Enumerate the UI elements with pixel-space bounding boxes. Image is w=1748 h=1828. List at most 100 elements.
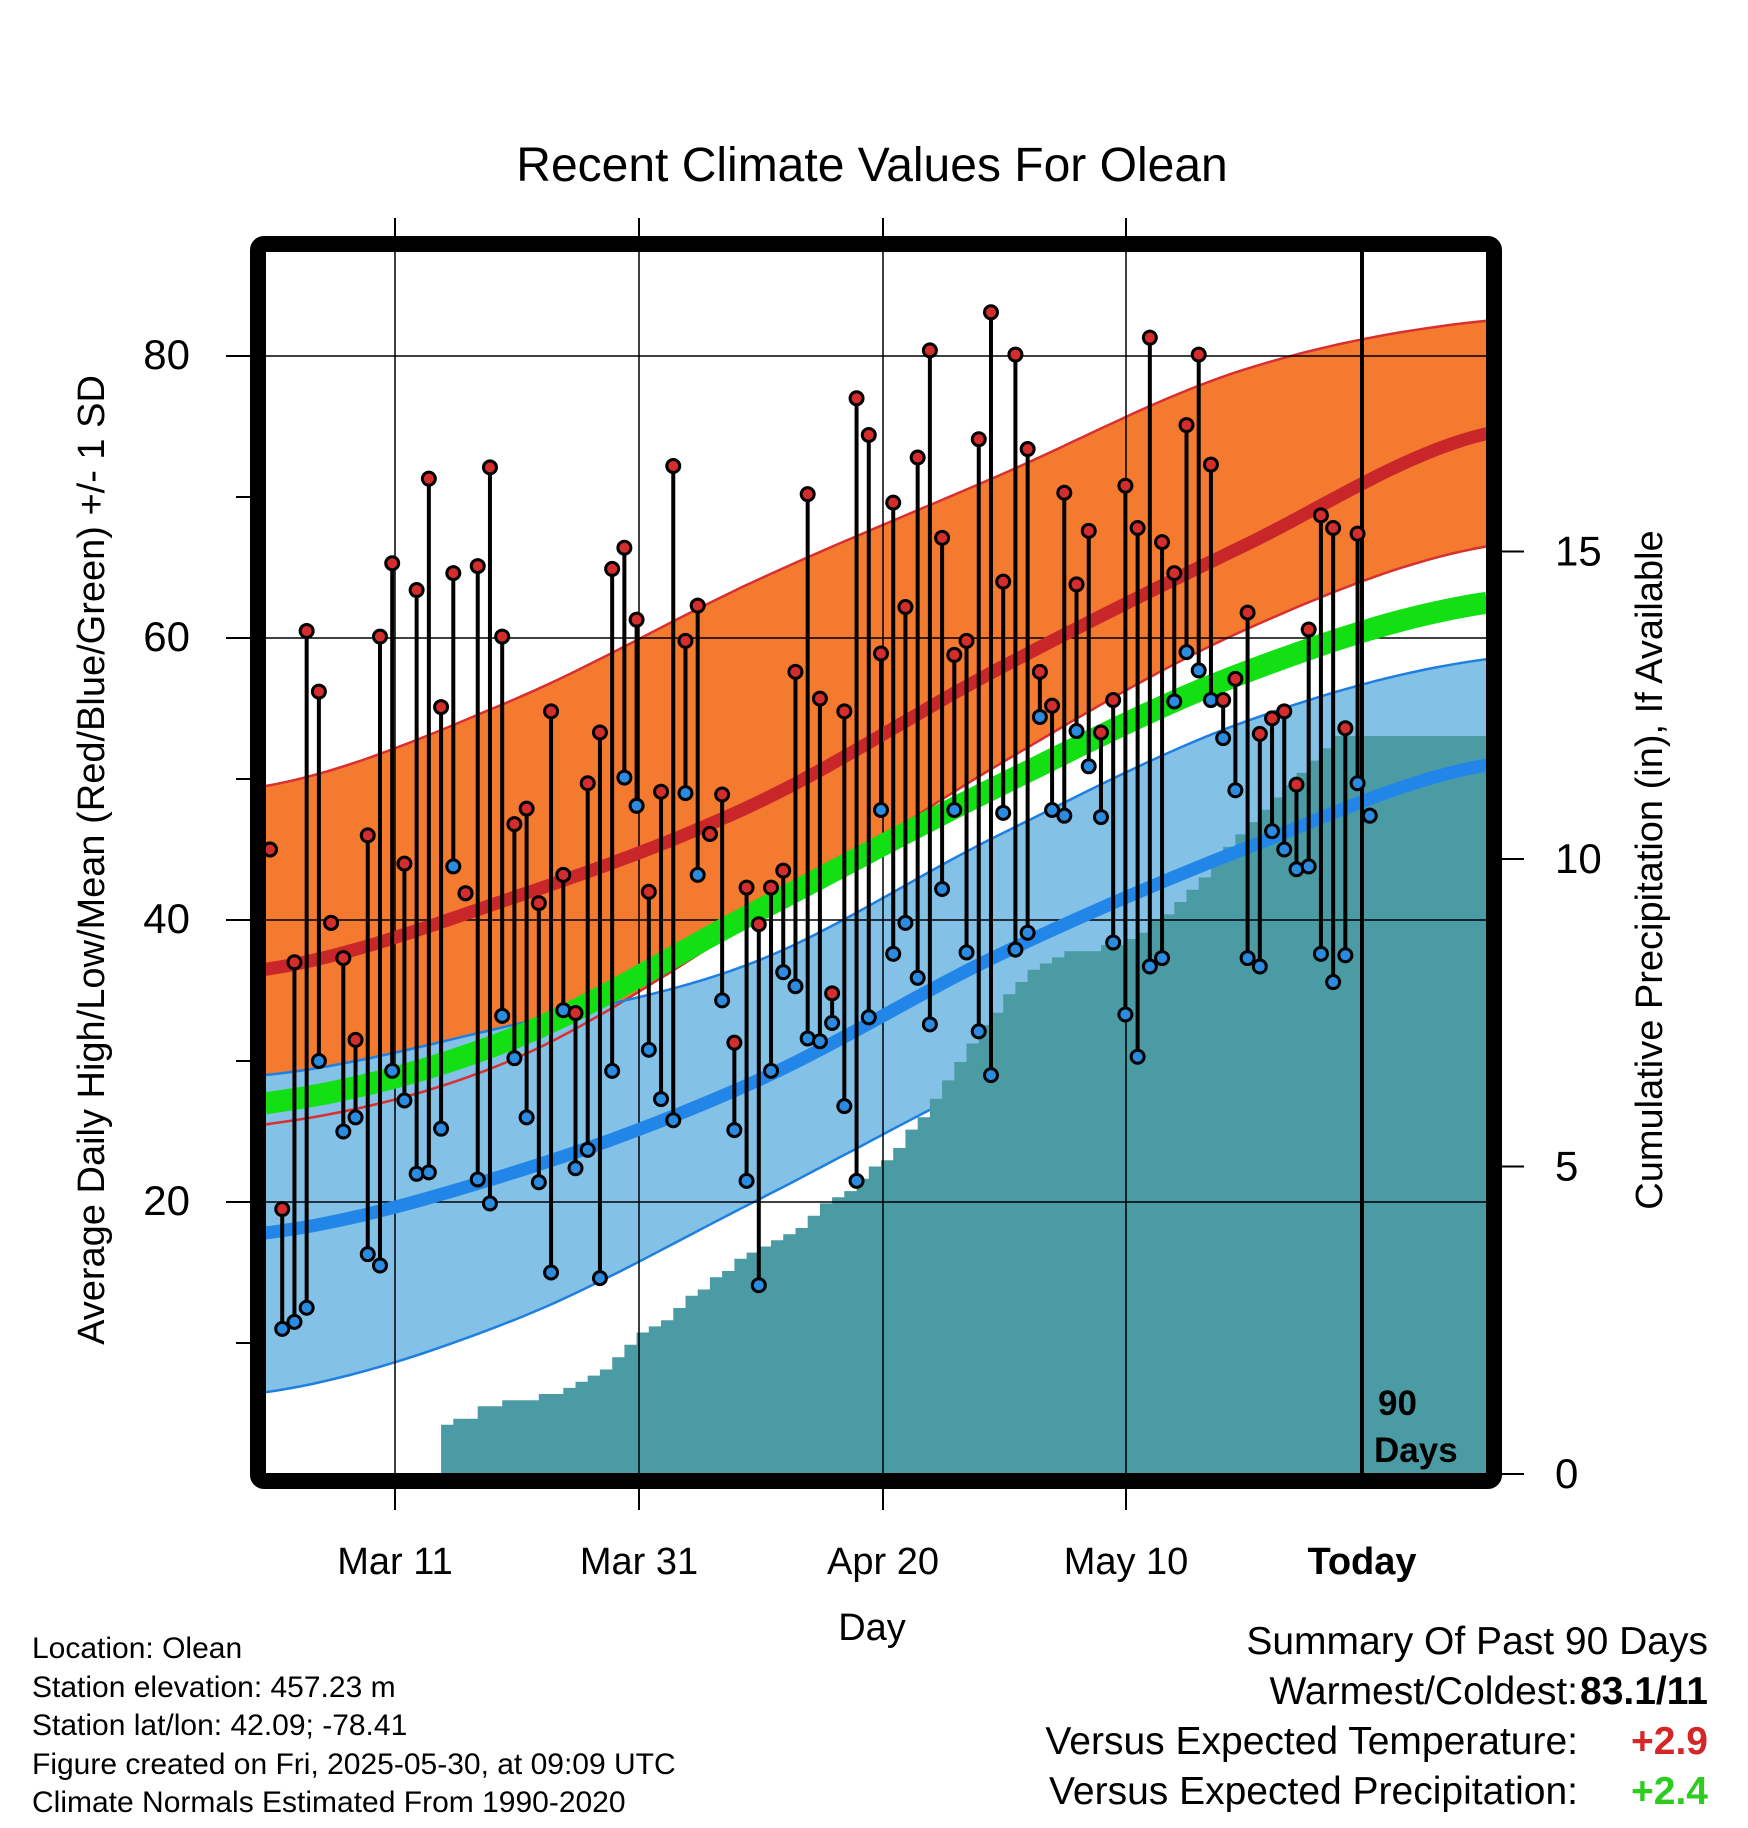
daily-high-point xyxy=(1227,670,1244,687)
daily-high-point xyxy=(555,866,572,883)
daily-high-point xyxy=(873,645,889,662)
daily-high-point xyxy=(1190,346,1207,363)
daily-low-point xyxy=(1251,958,1268,975)
daily-high-point xyxy=(323,914,340,931)
daily-high-point xyxy=(860,426,877,443)
daily-low-point xyxy=(1349,775,1366,792)
daily-low-point xyxy=(1129,1048,1146,1065)
daily-high-point xyxy=(335,950,352,967)
station-location: Location: Olean xyxy=(32,1632,243,1665)
daily-low-point xyxy=(873,802,889,819)
daily-low-point xyxy=(1105,934,1122,951)
daily-high-point xyxy=(909,449,926,466)
y-tick-label: 20 xyxy=(143,1177,190,1224)
daily-low-point xyxy=(591,1270,608,1287)
daily-high-point xyxy=(481,459,498,476)
y2-tick-label: 10 xyxy=(1555,835,1602,882)
daily-high-point xyxy=(775,862,792,879)
daily-high-point xyxy=(689,597,706,614)
y2-tick-label: 5 xyxy=(1555,1143,1578,1190)
daily-high-point xyxy=(1007,346,1024,363)
daily-low-point xyxy=(1117,1006,1134,1023)
daily-low-point xyxy=(689,866,706,883)
daily-low-point xyxy=(921,1016,938,1033)
daily-low-point xyxy=(1141,958,1158,975)
daily-high-point xyxy=(591,724,608,741)
x-tick-label: Mar 11 xyxy=(337,1541,452,1583)
daily-low-point xyxy=(665,1112,682,1129)
daily-low-point xyxy=(909,969,926,986)
daily-high-point xyxy=(665,457,682,474)
daily-high-point xyxy=(824,985,841,1002)
y-tick-label: 60 xyxy=(143,613,190,660)
summary-temp-row: Versus Expected Temperature: +2.9 xyxy=(808,1720,1708,1770)
daily-low-point xyxy=(775,964,792,981)
daily-high-point xyxy=(1141,329,1158,346)
daily-low-point xyxy=(750,1277,767,1294)
daily-high-point xyxy=(1129,520,1146,537)
x-tick-label: Today xyxy=(1307,1541,1416,1583)
y-tick-label: 80 xyxy=(143,331,190,378)
daily-low-point xyxy=(995,804,1012,821)
daily-high-point xyxy=(1276,703,1293,720)
daily-low-point xyxy=(677,785,694,802)
daily-low-point xyxy=(604,1062,621,1079)
daily-low-point xyxy=(1019,924,1036,941)
figure-created: Figure created on Fri, 2025-05-30, at 09… xyxy=(32,1747,676,1781)
daily-high-point xyxy=(469,558,486,575)
daily-high-point xyxy=(1056,484,1073,501)
daily-low-point xyxy=(433,1120,450,1137)
daily-high-point xyxy=(628,611,645,628)
daily-high-point xyxy=(1092,724,1109,741)
warmest-coldest-value: 83.1/11 xyxy=(1580,1670,1708,1713)
daily-high-point xyxy=(1337,720,1354,737)
daily-high-point xyxy=(946,646,963,663)
daily-high-point xyxy=(1044,697,1061,714)
daily-high-point xyxy=(640,883,657,900)
daily-high-point xyxy=(885,494,902,511)
daily-low-point xyxy=(481,1195,498,1212)
daily-high-point xyxy=(1105,692,1122,709)
daily-low-point xyxy=(1312,945,1329,962)
summary-title: Summary Of Past 90 Days xyxy=(1246,1620,1708,1663)
daily-low-point xyxy=(726,1122,743,1139)
daily-low-point xyxy=(640,1041,657,1058)
daily-low-point xyxy=(897,914,914,931)
daily-high-point xyxy=(787,663,804,680)
daily-high-point xyxy=(934,529,951,546)
daily-points xyxy=(262,304,1378,1337)
x-tick-label: Mar 31 xyxy=(580,1541,698,1583)
daily-low-point xyxy=(1325,974,1342,991)
daily-low-point xyxy=(494,1007,511,1024)
daily-low-point xyxy=(469,1171,486,1188)
plot-border xyxy=(250,236,1502,1489)
daily-low-point xyxy=(567,1160,584,1177)
daily-low-point xyxy=(286,1313,303,1330)
daily-high-point xyxy=(1264,710,1281,727)
daily-low-point xyxy=(518,1109,535,1126)
chart-title: Recent Climate Values For Olean xyxy=(516,139,1227,192)
summary-title-row: Summary Of Past 90 Days xyxy=(808,1620,1708,1670)
daily-low-point xyxy=(396,1092,413,1109)
daily-high-point xyxy=(1117,477,1134,494)
daily-high-point xyxy=(457,885,474,902)
daily-high-point xyxy=(1300,621,1317,638)
summary-warmest-row: Warmest/Coldest: 83.1/11 xyxy=(808,1670,1708,1720)
daily-high-point xyxy=(494,628,511,645)
y-axis-label: Average Daily High/Low/Mean (Red/Blue/Gr… xyxy=(71,375,113,1345)
daily-high-point xyxy=(1080,522,1097,539)
daily-high-point xyxy=(1202,456,1219,473)
daily-low-point xyxy=(1276,841,1293,858)
daily-high-point xyxy=(958,632,975,649)
daily-low-point xyxy=(653,1091,670,1108)
daily-low-point xyxy=(1227,782,1244,799)
daily-low-point xyxy=(1361,807,1378,824)
daily-high-point xyxy=(567,1005,584,1022)
daily-low-point xyxy=(506,1050,523,1067)
climate-normals-note: Climate Normals Estimated From 1990-2020 xyxy=(32,1786,626,1819)
daily-low-point xyxy=(579,1141,596,1158)
daily-high-point xyxy=(1288,776,1305,793)
station-info: Location: Olean Station elevation: 457.2… xyxy=(32,1630,676,1823)
high-band-upper-edge xyxy=(264,319,1488,788)
